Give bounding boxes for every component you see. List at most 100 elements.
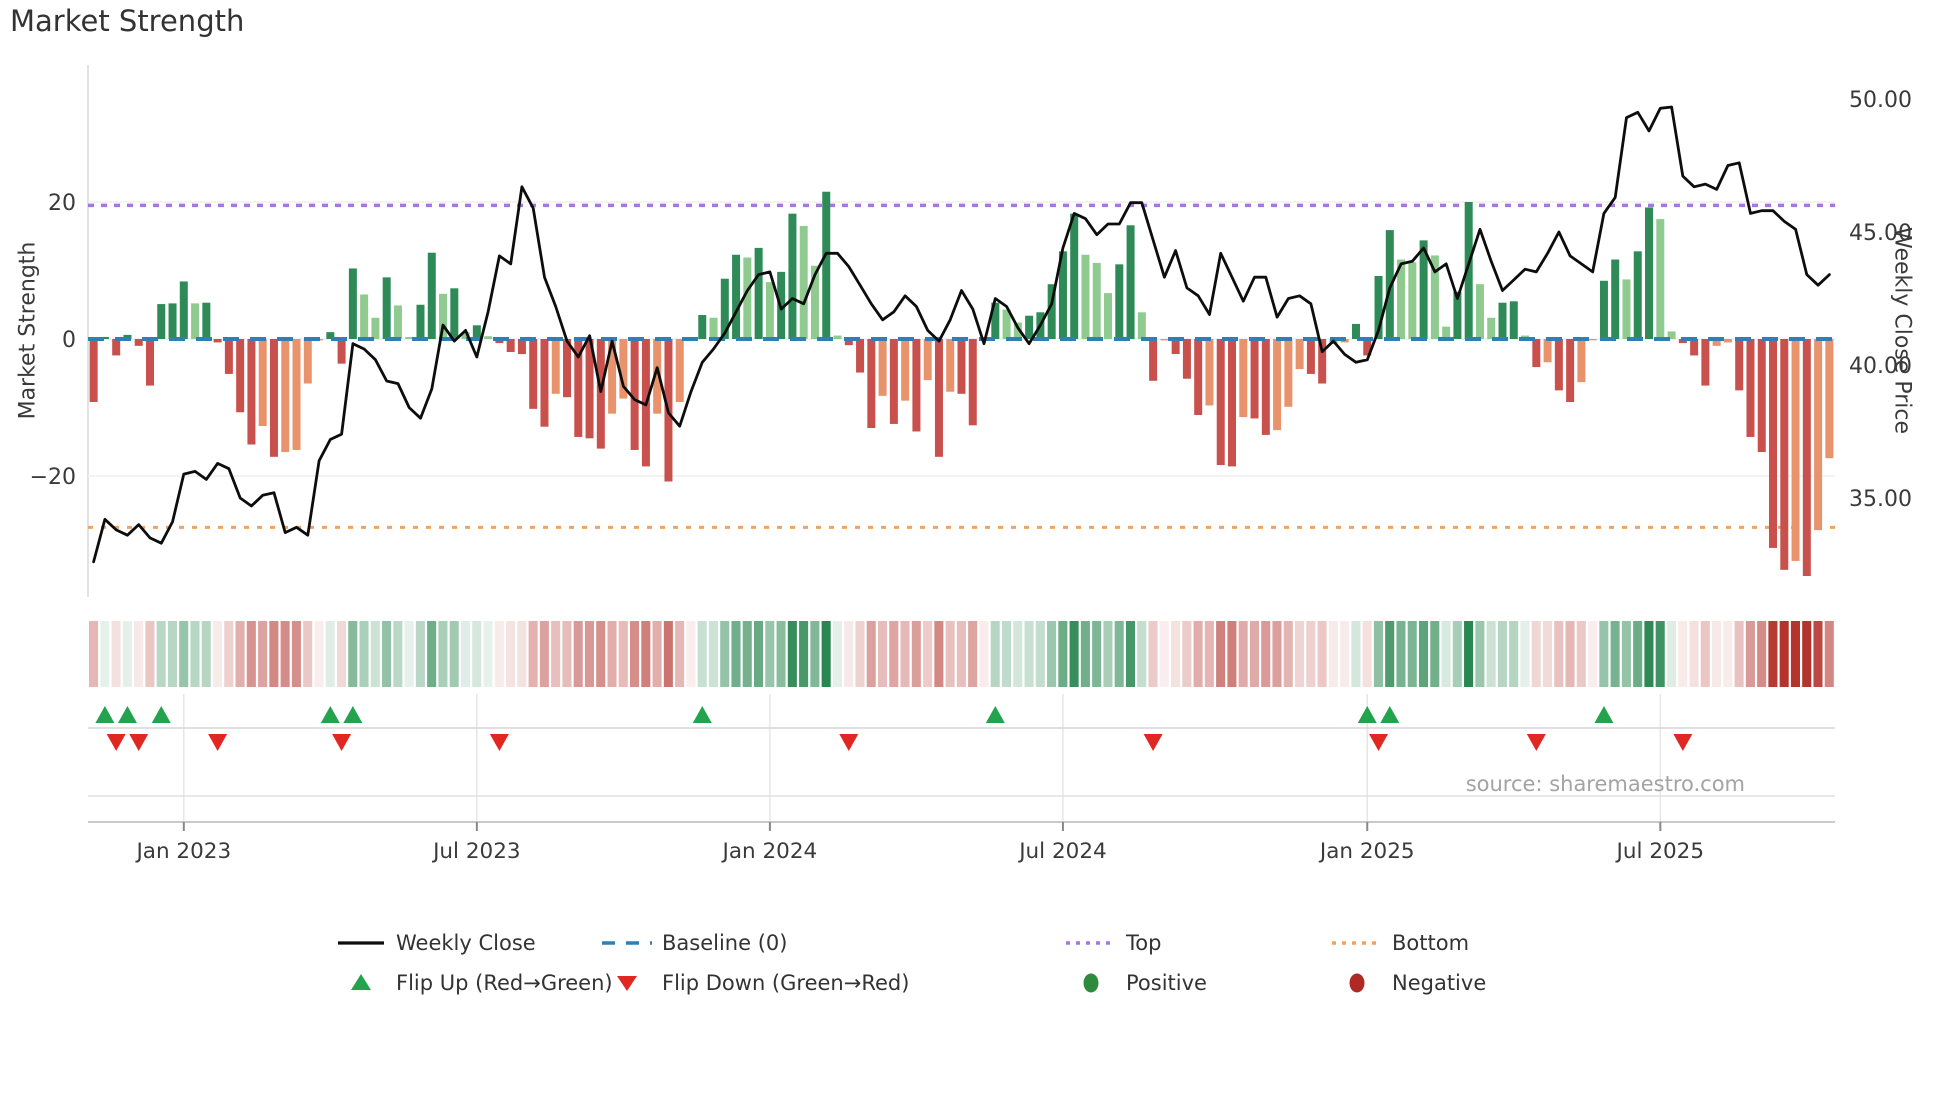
strength-bar — [168, 303, 177, 339]
strength-bar — [303, 339, 312, 384]
heatmap-cell — [821, 621, 831, 687]
strength-bar — [675, 339, 684, 403]
heatmap-cell — [1666, 621, 1677, 687]
heatmap-cell — [1024, 621, 1034, 687]
flip-down-marker — [129, 734, 149, 751]
heatmap-cell — [1633, 621, 1643, 687]
flip-down-triangle-icon — [617, 976, 637, 991]
heatmap-cell — [753, 621, 764, 687]
heatmap-cell — [258, 621, 268, 687]
heatmap-cell — [607, 621, 617, 687]
heatmap-cell — [1272, 621, 1282, 687]
flip-up-marker — [1357, 706, 1377, 723]
heatmap-cell — [787, 621, 797, 687]
heatmap-cell — [167, 621, 177, 687]
legend-item-negative: Negative — [1328, 966, 1486, 1000]
strength-bar — [1025, 315, 1034, 339]
source-credit: source: sharemaestro.com — [1465, 772, 1745, 796]
heatmap-cell — [1001, 621, 1012, 687]
heatmap-cell — [370, 621, 380, 687]
heatmap-cell — [494, 621, 504, 687]
legend-label: Negative — [1392, 971, 1487, 995]
strength-bar — [1498, 302, 1507, 339]
strength-bar — [1408, 262, 1417, 339]
strength-bar — [145, 339, 154, 386]
heatmap-cell — [539, 621, 549, 687]
negative-dot-icon — [1349, 973, 1365, 993]
legend-label: Baseline (0) — [662, 931, 788, 955]
heatmap-cell — [1080, 621, 1090, 687]
strength-bar — [1092, 262, 1101, 339]
heatmap-cell — [1125, 621, 1135, 687]
heatmap-cell — [348, 621, 358, 687]
strength-bar — [1047, 284, 1056, 339]
heatmap-cell — [472, 621, 482, 687]
strength-bar — [1013, 322, 1022, 339]
strength-bar — [1791, 339, 1800, 561]
strength-bar — [946, 339, 955, 392]
strength-bar — [1363, 339, 1372, 356]
heatmap-cell — [1734, 621, 1744, 687]
strength-bar — [1712, 339, 1721, 346]
heatmap-cell — [359, 621, 369, 687]
strength-bar — [653, 339, 662, 414]
strength-bar — [1622, 279, 1631, 339]
heatmap-cell — [1621, 621, 1631, 687]
strength-bar — [608, 339, 617, 414]
heatmap-cell — [1768, 621, 1778, 687]
strength-bar — [416, 304, 425, 339]
heatmap-cell — [855, 621, 865, 687]
right-axis-tick: 45.00 — [1849, 221, 1912, 246]
heatmap-cell — [404, 621, 414, 687]
strength-bar — [427, 252, 436, 339]
strength-bar — [1205, 339, 1214, 406]
heatmap-cell — [1137, 621, 1147, 687]
strength-bar — [157, 304, 166, 339]
strength-bar — [1442, 326, 1451, 339]
flip-up-triangle-icon — [351, 974, 371, 990]
heatmap-cell — [1554, 621, 1564, 687]
heatmap-cell — [201, 621, 211, 687]
strength-bar — [1149, 339, 1158, 381]
heatmap-cell — [911, 621, 921, 687]
strength-bar — [1261, 339, 1270, 435]
heatmap-cell — [1159, 621, 1169, 687]
strength-bar — [405, 336, 414, 339]
strength-bar — [1182, 339, 1191, 379]
strength-bar — [1746, 339, 1755, 437]
heatmap-cell — [122, 621, 132, 687]
strength-bar — [495, 339, 504, 344]
heatmap-cell — [179, 621, 189, 687]
heatmap-cell — [156, 621, 166, 687]
right-axis-tick: 40.00 — [1849, 354, 1912, 379]
legend-item-top: Top — [1062, 926, 1161, 960]
strength-bar — [1306, 339, 1315, 374]
strength-bar — [269, 339, 278, 457]
strength-bar — [202, 302, 211, 339]
heatmap-cell — [686, 621, 696, 687]
heatmap-cell — [1385, 621, 1395, 687]
strength-bar — [134, 339, 143, 346]
heatmap-cell — [1700, 621, 1710, 687]
flip-down-marker — [106, 734, 126, 751]
heatmap-cell — [1531, 621, 1541, 687]
strength-bar — [743, 257, 752, 339]
heatmap-cell — [584, 621, 594, 687]
heatmap-cell — [1644, 621, 1654, 687]
heatmap-cell — [190, 621, 200, 687]
flip-down-marker — [489, 734, 509, 751]
heatmap-cell — [1103, 621, 1113, 687]
heatmap-cell — [630, 621, 640, 687]
strength-bar — [765, 282, 774, 339]
x-axis-tick-label: Jan 2024 — [721, 839, 818, 864]
strength-bar — [450, 288, 459, 339]
heatmap-cell — [866, 621, 876, 687]
strength-bar — [1554, 339, 1563, 391]
strength-bar — [856, 339, 865, 373]
strength-bar — [844, 339, 853, 346]
strength-bar — [1645, 207, 1654, 339]
heatmap-cell — [438, 621, 448, 687]
heatmap-cell — [562, 621, 572, 687]
bottom-dotted-swatch — [1332, 941, 1382, 945]
x-axis-tick-label: Jan 2023 — [134, 839, 231, 864]
